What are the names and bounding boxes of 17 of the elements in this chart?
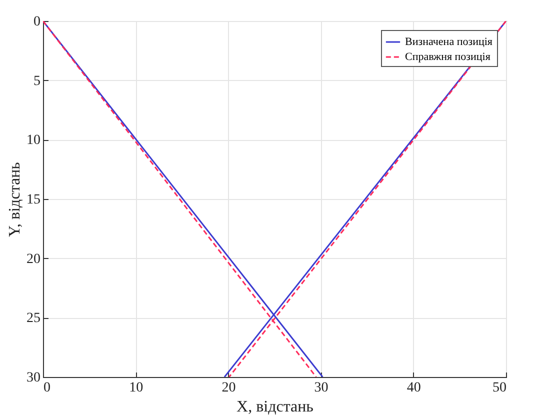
y-axis-title: Y, відстань (6, 162, 24, 237)
x-tick-label: 50 (492, 380, 506, 396)
y-tick-label: 30 (26, 370, 40, 386)
x-tick-label: 10 (129, 380, 144, 396)
y-tick-label: 20 (26, 252, 40, 267)
legend-label: Справжня позиція (405, 51, 490, 63)
y-tick-label: 25 (26, 311, 40, 326)
x-tick-label: 20 (222, 380, 236, 396)
y-tick-label: 10 (26, 133, 40, 148)
x-tick-label: 30 (314, 380, 328, 396)
y-tick-label: 0 (34, 14, 40, 30)
y-tick-label: 5 (34, 74, 40, 89)
x-axis-title: X, відстань (236, 398, 314, 416)
y-tick-label: 15 (26, 192, 40, 208)
x-tick-label: 0 (44, 380, 50, 396)
x-tick-label: 40 (406, 380, 421, 396)
legend-label: Визначена позиція (405, 36, 492, 48)
